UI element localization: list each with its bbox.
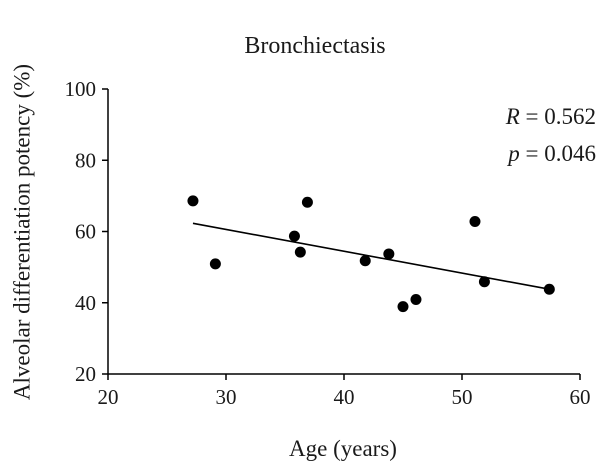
data-point	[187, 195, 199, 207]
y-tick-label: 20	[75, 362, 96, 386]
y-tick-label: 40	[75, 291, 96, 315]
data-point	[209, 258, 221, 270]
x-tick-label: 50	[452, 385, 473, 409]
data-point	[410, 294, 422, 306]
data-point	[478, 276, 490, 288]
y-tick-label: 80	[75, 148, 96, 172]
x-tick-label: 30	[216, 385, 237, 409]
data-point	[294, 246, 306, 258]
data-point	[469, 216, 481, 228]
chart-title: Bronchiectasis	[244, 33, 385, 59]
data-point	[288, 230, 300, 242]
x-tick-label: 40	[334, 385, 355, 409]
data-point	[397, 301, 409, 313]
p-label: p	[506, 141, 520, 166]
data-point	[359, 255, 371, 267]
trend-line	[192, 222, 550, 290]
p-statistic: p = 0.046	[506, 141, 596, 166]
data-point	[301, 196, 313, 208]
x-tick-label: 20	[98, 385, 119, 409]
x-axis-title: Age (years)	[289, 436, 397, 461]
data-point	[543, 283, 555, 295]
r-statistic: R = 0.562	[505, 104, 596, 129]
r-value: = 0.562	[520, 104, 596, 129]
r-label: R	[505, 104, 520, 129]
y-tick-label: 100	[65, 77, 97, 101]
y-axis-title: Alveolar differentiation potency (%)	[10, 64, 35, 400]
x-tick-label: 60	[570, 385, 591, 409]
data-point	[383, 248, 395, 260]
p-value: = 0.046	[520, 141, 596, 166]
y-tick-label: 60	[75, 220, 96, 244]
